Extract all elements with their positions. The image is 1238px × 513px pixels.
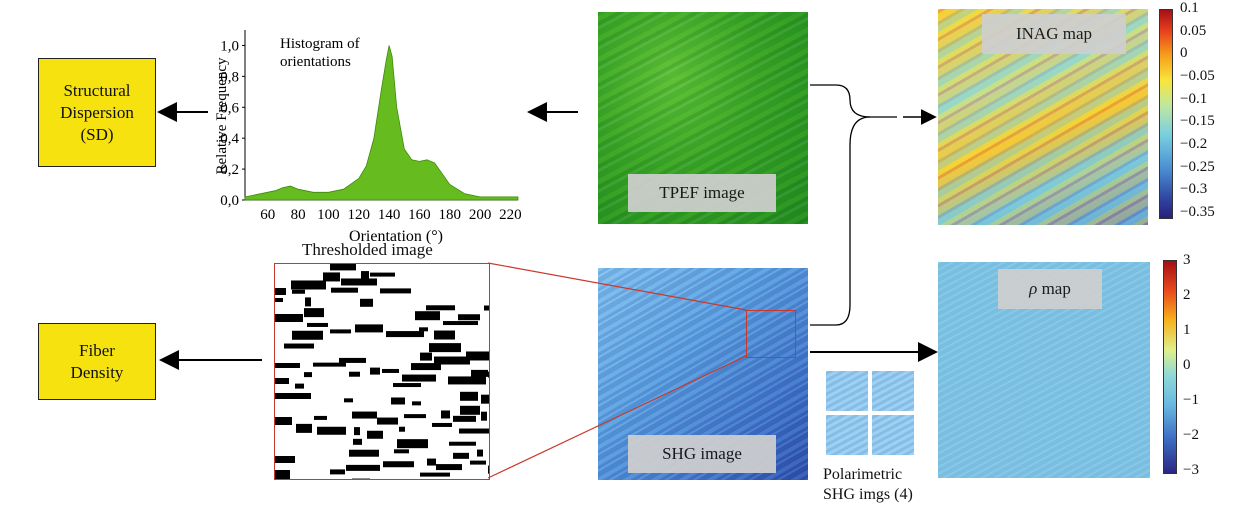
thresholded-image-title: Thresholded image [302, 240, 433, 259]
x-tick-label: 160 [408, 207, 431, 223]
y-tick-label: 0,6 [220, 100, 239, 116]
x-tick-label: 80 [291, 207, 306, 223]
tpef-image-label: TPEF image [628, 174, 776, 212]
inag-colorbar [1159, 9, 1173, 219]
rho-colorbar [1163, 260, 1177, 474]
rho-colorbar-tick: 1 [1183, 322, 1191, 338]
fiber-density-box: Fiber Density [38, 323, 156, 400]
x-tick-label: 180 [439, 207, 462, 223]
brace-tpef-connector [810, 84, 897, 118]
x-tick-label: 100 [317, 207, 340, 223]
polarimetric-thumb-1 [826, 371, 868, 411]
rho-colorbar-tick: 3 [1183, 252, 1191, 268]
inag-colorbar-tick: −0.1 [1180, 90, 1208, 107]
thresholded-image [274, 263, 490, 480]
shg-zoom-region [746, 310, 796, 358]
structural-dispersion-box: Structural Dispersion (SD) [38, 58, 156, 167]
polarimetric-thumb-2 [872, 371, 914, 411]
rho-colorbar-tick: −3 [1183, 462, 1199, 478]
rho-map-suffix: map [1037, 279, 1071, 298]
inag-colorbar-tick: 0.05 [1180, 22, 1207, 39]
inag-map: INAG map [938, 9, 1148, 225]
inag-colorbar-tick: 0 [1180, 45, 1188, 62]
rho-colorbar-tick: −1 [1183, 392, 1199, 408]
brace-shg-connector [810, 116, 871, 326]
shg-image-label: SHG image [628, 435, 776, 473]
polarimetric-thumb-3 [826, 415, 868, 455]
polarimetric-label-line1: Polarimetric [823, 466, 903, 483]
y-tick-label: 0,4 [220, 131, 239, 147]
shg-image: SHG image [598, 268, 808, 480]
inag-colorbar-tick: −0.05 [1180, 68, 1215, 84]
inag-colorbar-tick: −0.35 [1180, 204, 1215, 220]
x-tick-label: 60 [260, 207, 275, 223]
histogram-ticks: 0,0 0,2 0,4 0,6 0,8 1,0 60 80 100 120 140 160 180 200… [220, 38, 521, 223]
inag-colorbar-tick: −0.15 [1180, 113, 1215, 130]
rho-symbol: ρ [1029, 279, 1038, 298]
thresholded-pattern [275, 264, 489, 479]
x-tick-label: 140 [378, 207, 401, 223]
rho-colorbar-tick: 0 [1183, 357, 1191, 373]
histogram-xlabel: Orientation (°) [349, 228, 443, 245]
histogram-chart: 0,0 0,2 0,4 0,6 0,8 1,0 60 80 100 120 140 160 180 200… [214, 30, 522, 245]
rho-colorbar-tick: −2 [1183, 427, 1199, 443]
histogram-area [244, 45, 519, 201]
histogram-ylabel: Relative Frequency [214, 57, 230, 175]
y-tick-label: 0,8 [220, 69, 239, 85]
inag-colorbar-tick: −0.2 [1180, 136, 1208, 152]
y-tick-label: 1,0 [220, 38, 239, 54]
y-tick-label: 0,0 [220, 193, 239, 209]
x-tick-label: 120 [348, 207, 371, 223]
inag-map-label: INAG map [982, 14, 1126, 54]
y-tick-label: 0,2 [220, 162, 239, 178]
polarimetric-label-line2: SHG imgs (4) [823, 486, 913, 503]
inag-colorbar-tick: −0.25 [1180, 158, 1215, 175]
x-tick-label: 200 [469, 207, 492, 223]
zoom-line-top [487, 262, 747, 311]
histogram-title-line1: Histogram of [280, 36, 360, 52]
histogram-title-line2: orientations [280, 54, 351, 70]
fiber-density-label: Fiber Density [70, 340, 124, 382]
inag-colorbar-tick: 0.1 [1180, 0, 1199, 16]
rho-colorbar-tick: 2 [1183, 287, 1191, 303]
inag-colorbar-tick: −0.3 [1180, 181, 1208, 198]
zoom-line-bottom [487, 355, 747, 479]
tpef-image: TPEF image [598, 12, 808, 224]
rho-map-label: ρ map [998, 269, 1102, 309]
polarimetric-thumb-4 [872, 415, 914, 455]
structural-dispersion-label: Structural Dispersion (SD) [60, 80, 134, 144]
rho-map: ρ map [938, 262, 1150, 478]
x-tick-label: 220 [499, 207, 521, 223]
